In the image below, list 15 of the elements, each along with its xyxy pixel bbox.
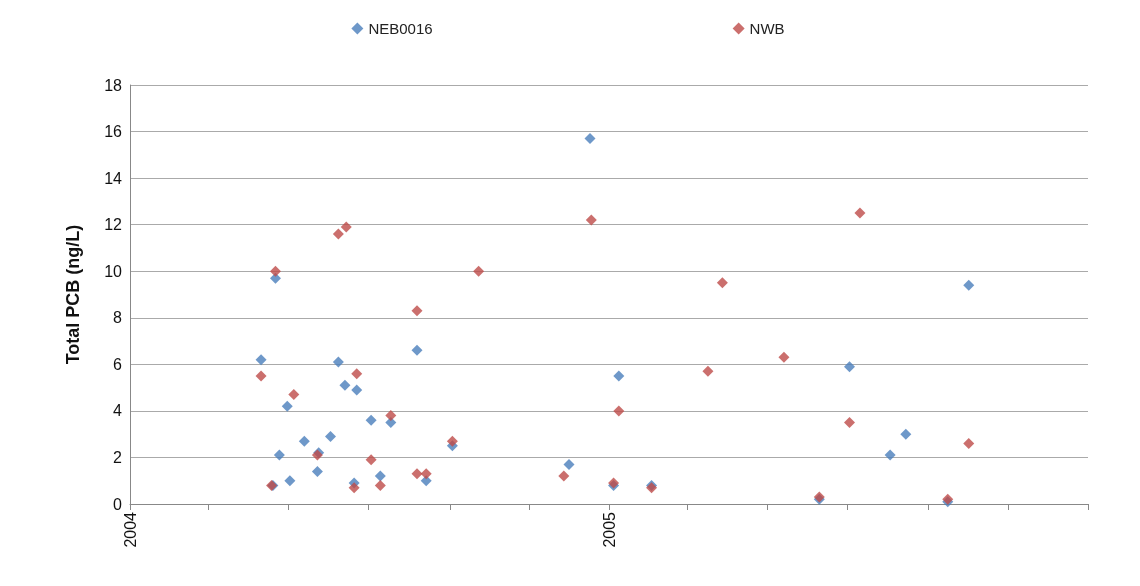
y-tick-label: 10 xyxy=(104,262,123,280)
x-tick-label: 2004 xyxy=(121,511,139,548)
y-tick-label: 14 xyxy=(104,169,123,187)
y-tick-label: 4 xyxy=(113,402,123,420)
y-axis-title: Total PCB (ng/L) xyxy=(63,224,83,365)
y-tick-label: 0 xyxy=(113,495,123,513)
y-tick-label: 12 xyxy=(104,216,123,234)
x-tick-label: 2005 xyxy=(601,511,619,548)
legend-label: NWB xyxy=(749,20,785,37)
y-tick-label: 16 xyxy=(104,123,123,141)
y-tick-label: 8 xyxy=(113,309,123,327)
legend-label: NEB0016 xyxy=(368,20,433,37)
y-tick-label: 2 xyxy=(113,448,123,466)
y-tick-label: 6 xyxy=(113,355,123,373)
y-tick-label: 18 xyxy=(104,76,123,94)
